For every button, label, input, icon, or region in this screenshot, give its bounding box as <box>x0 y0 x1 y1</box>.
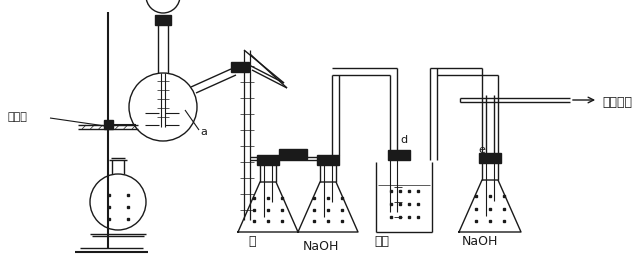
Bar <box>388 150 410 160</box>
Text: d: d <box>400 135 407 145</box>
Text: NaOH: NaOH <box>303 240 339 253</box>
Text: 水: 水 <box>248 235 256 248</box>
Bar <box>479 153 501 163</box>
Text: 冷水: 冷水 <box>374 235 389 248</box>
Text: a: a <box>200 127 207 137</box>
Text: e: e <box>478 145 485 155</box>
Bar <box>257 155 279 165</box>
Bar <box>317 155 339 165</box>
Bar <box>279 149 307 159</box>
Text: 排出室外: 排出室外 <box>602 96 632 109</box>
Bar <box>155 15 171 25</box>
Text: 碎瓷片: 碎瓷片 <box>8 112 28 122</box>
Text: NaOH: NaOH <box>462 235 498 248</box>
Bar <box>104 120 113 129</box>
Text: b: b <box>258 155 265 165</box>
Text: c: c <box>320 157 326 167</box>
Bar <box>231 62 249 72</box>
